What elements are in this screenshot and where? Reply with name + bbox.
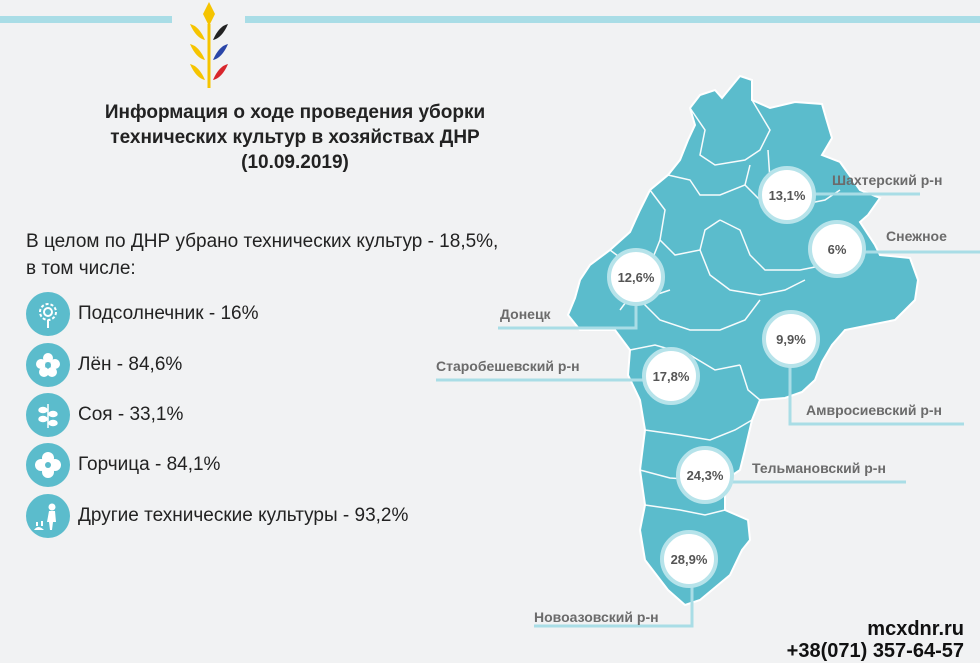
top-line-left [0, 16, 172, 23]
region-label-amvrosievsky: Амвросиевский р-н [806, 402, 942, 418]
region-label-novoazovsky: Новоазовский р-н [534, 609, 659, 625]
leader-lines [436, 192, 980, 628]
region-percent-snezhnoe: 6% [808, 220, 866, 278]
crop-item-sunflower: Подсолнечник - 16% [26, 292, 259, 336]
crop-item-mustard: Горчица - 84,1% [26, 443, 220, 487]
crop-label: Лён - 84,6% [78, 354, 183, 375]
crop-label: Другие технические культуры - 93,2% [78, 505, 409, 526]
sunflower-icon [26, 292, 70, 336]
summary-line: в том числе: [26, 258, 136, 279]
ministry-logo [190, 2, 228, 88]
region-label-telmanovsky: Тельмановский р-н [752, 460, 886, 476]
phone-number: +38(071) 357-64-57 [786, 640, 964, 662]
crop-label: Соя - 33,1% [78, 404, 184, 425]
soy-sprout-icon [26, 393, 70, 437]
crop-label: Подсолнечник - 16% [78, 303, 259, 324]
dnr-territory [566, 74, 920, 607]
mustard-flower-icon [26, 443, 70, 487]
district-borders [609, 99, 861, 516]
region-percent-donetsk: 12,6% [607, 248, 665, 306]
crop-item-other: Другие технические культуры - 93,2% [26, 494, 408, 538]
page-title: Информация о ходе проведения уборки техн… [40, 100, 550, 175]
region-label-shakhtersky: Шахтерский р-н [832, 172, 943, 188]
region-percent-amvrosievsky: 9,9% [762, 310, 820, 368]
top-line-right [245, 16, 980, 23]
summary-text: В целом по ДНР убрано технических культу… [26, 228, 498, 282]
title-line: Информация о ходе проведения уборки [104, 102, 486, 123]
region-percent-novoazovsky: 28,9% [660, 530, 718, 588]
region-percent-telmanovsky: 24,3% [676, 446, 734, 504]
crop-label: Горчица - 84,1% [78, 454, 221, 475]
region-label-snezhnoe: Снежное [886, 228, 947, 244]
region-percent-shakhtersky: 13,1% [758, 166, 816, 224]
region-label-starobeshevsky: Старобешевский р-н [436, 358, 580, 374]
title-line: технических культур в хозяйствах ДНР [110, 127, 480, 148]
flax-flower-icon [26, 343, 70, 387]
website-link[interactable]: mcxdnr.ru [867, 618, 964, 640]
region-percent-starobeshevsky: 17,8% [642, 347, 700, 405]
crop-item-flax: Лён - 84,6% [26, 343, 182, 387]
region-label-donetsk: Донецк [500, 306, 551, 322]
farmer-icon [26, 494, 70, 538]
summary-line: В целом по ДНР убрано технических культу… [26, 231, 499, 252]
title-date: (10.09.2019) [241, 152, 349, 173]
crop-item-soy: Соя - 33,1% [26, 393, 183, 437]
